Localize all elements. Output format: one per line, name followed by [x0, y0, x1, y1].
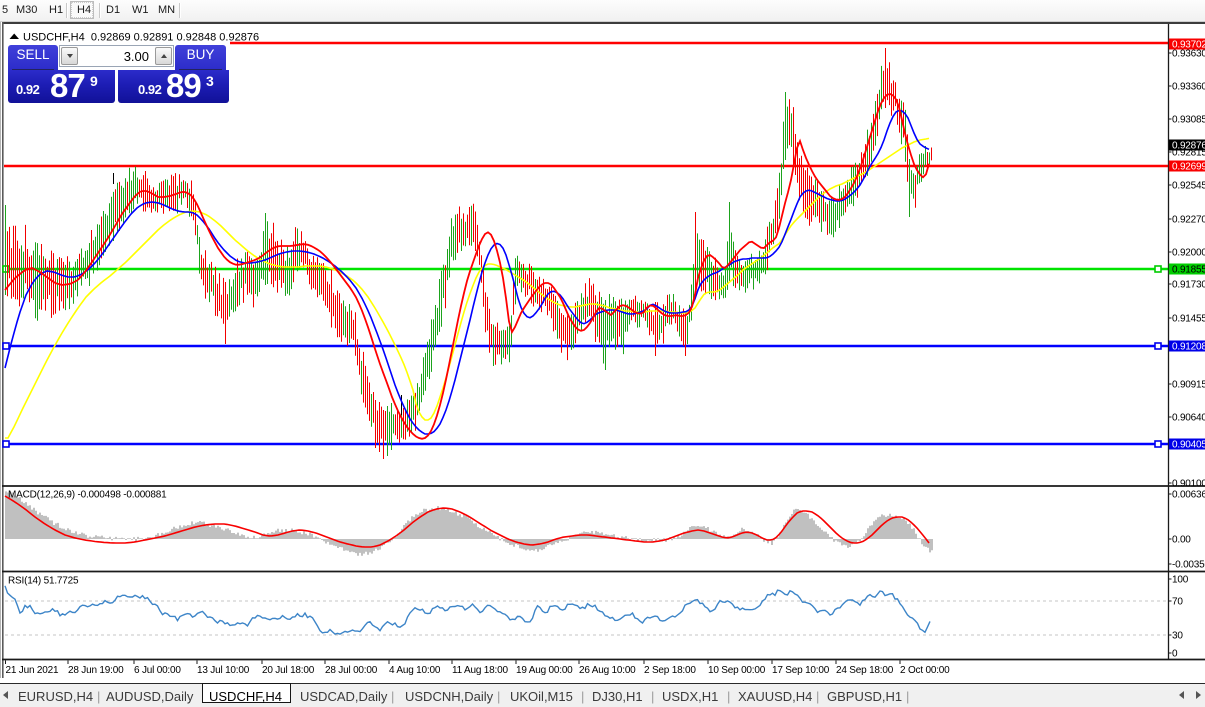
svg-text:0.93085: 0.93085 — [1172, 115, 1205, 126]
svg-text:0.90405: 0.90405 — [1172, 440, 1205, 451]
svg-text:2 Oct 00:00: 2 Oct 00:00 — [900, 665, 950, 676]
svg-text:0.91855: 0.91855 — [1172, 265, 1205, 276]
svg-text:0.92545: 0.92545 — [1172, 181, 1205, 192]
svg-text:100: 100 — [1172, 575, 1189, 586]
svg-text:0.93702: 0.93702 — [1172, 40, 1205, 51]
svg-text:30: 30 — [1172, 631, 1183, 642]
svg-text:0.90640: 0.90640 — [1172, 413, 1205, 424]
svg-text:28 Jul 00:00: 28 Jul 00:00 — [325, 665, 378, 676]
svg-text:MACD(12,26,9) -0.000498 -0.000: MACD(12,26,9) -0.000498 -0.000881 — [8, 490, 167, 501]
svg-text:-0.003500: -0.003500 — [1172, 560, 1205, 571]
svg-text:17 Sep 10:00: 17 Sep 10:00 — [772, 665, 830, 676]
svg-text:0.91455: 0.91455 — [1172, 314, 1205, 325]
svg-text:24 Sep 18:00: 24 Sep 18:00 — [836, 665, 894, 676]
svg-text:10 Sep 00:00: 10 Sep 00:00 — [708, 665, 766, 676]
svg-text:20 Jul 18:00: 20 Jul 18:00 — [262, 665, 315, 676]
svg-text:RSI(14) 51.7725: RSI(14) 51.7725 — [8, 576, 79, 587]
svg-text:0.93630: 0.93630 — [1172, 49, 1205, 60]
svg-text:0.92000: 0.92000 — [1172, 248, 1205, 259]
svg-text:26 Aug 10:00: 26 Aug 10:00 — [579, 665, 636, 676]
svg-text:0.90915: 0.90915 — [1172, 380, 1205, 391]
svg-text:0.92270: 0.92270 — [1172, 215, 1205, 226]
svg-text:2 Sep 18:00: 2 Sep 18:00 — [644, 665, 696, 676]
svg-text:21 Jun 2021: 21 Jun 2021 — [6, 665, 59, 676]
svg-text:13 Jul 10:00: 13 Jul 10:00 — [197, 665, 250, 676]
svg-text:USDCHF,H4 0.92869 0.92891 0.9: USDCHF,H4 0.92869 0.92891 0.92848 0.9287… — [23, 32, 259, 44]
svg-text:0.92876: 0.92876 — [1172, 141, 1205, 152]
svg-text:0.91208: 0.91208 — [1172, 342, 1205, 353]
svg-text:70: 70 — [1172, 597, 1183, 608]
svg-text:11 Aug 18:00: 11 Aug 18:00 — [452, 665, 508, 676]
svg-text:0.93360: 0.93360 — [1172, 82, 1205, 93]
svg-text:28 Jun 19:00: 28 Jun 19:00 — [68, 665, 124, 676]
svg-text:0.91730: 0.91730 — [1172, 280, 1205, 291]
svg-text:0.90100: 0.90100 — [1172, 479, 1205, 490]
svg-text:19 Aug 00:00: 19 Aug 00:00 — [516, 665, 573, 676]
svg-text:0: 0 — [1172, 649, 1178, 660]
svg-text:0.00: 0.00 — [1172, 535, 1191, 546]
svg-text:4 Aug 10:00: 4 Aug 10:00 — [389, 665, 441, 676]
svg-text:0.92815: 0.92815 — [1172, 148, 1205, 159]
svg-text:6 Jul 00:00: 6 Jul 00:00 — [134, 665, 181, 676]
svg-text:0.006364: 0.006364 — [1172, 490, 1205, 501]
svg-text:0.92699: 0.92699 — [1172, 162, 1205, 173]
